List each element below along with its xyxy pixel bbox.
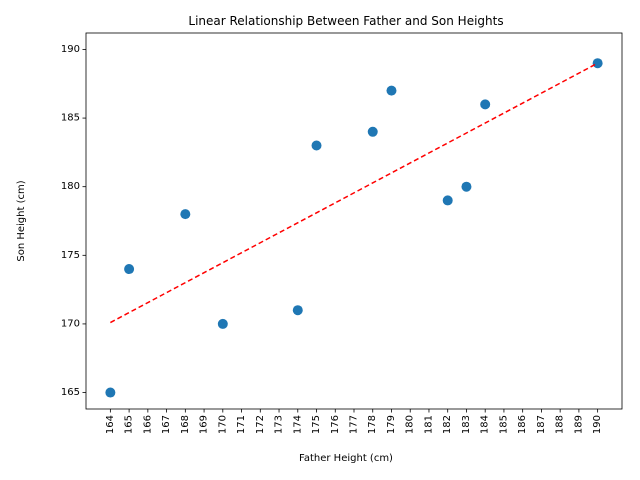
y-tick-label: 180 [61, 181, 80, 192]
x-tick-label: 190 [592, 415, 603, 434]
data-point [367, 126, 378, 137]
y-tick-label: 185 [61, 113, 80, 124]
x-tick-label: 174 [292, 415, 303, 434]
plot-area [105, 58, 603, 398]
data-point [105, 387, 116, 398]
x-tick-label: 187 [536, 415, 547, 434]
x-tick-label: 168 [180, 415, 191, 434]
x-tick-label: 170 [217, 415, 228, 434]
y-axis-label: Son Height (cm) [16, 180, 27, 261]
chart-title: Linear Relationship Between Father and S… [188, 14, 503, 28]
x-tick-label: 166 [142, 415, 153, 434]
data-point [180, 209, 191, 220]
x-tick-label: 177 [349, 415, 360, 434]
data-point [461, 181, 472, 192]
trend-line [110, 62, 598, 324]
y-tick-label: 175 [61, 250, 80, 261]
data-point [292, 305, 303, 316]
x-tick-label: 169 [199, 415, 210, 434]
x-axis: 164 165 166 167 168 169 170 171 172 173 174 175 176 1… [105, 409, 603, 434]
data-point [124, 264, 135, 275]
x-axis-label: Father Height (cm) [299, 453, 393, 464]
x-tick-label: 180 [405, 415, 416, 434]
x-tick-label: 182 [442, 415, 453, 434]
x-tick-label: 185 [498, 415, 509, 434]
x-tick-label: 175 [311, 415, 322, 434]
x-tick-label: 186 [517, 415, 528, 434]
x-tick-label: 188 [555, 415, 566, 434]
x-tick-label: 165 [124, 415, 135, 434]
x-tick-label: 184 [480, 415, 491, 434]
x-tick-label: 173 [274, 415, 285, 434]
data-point [217, 318, 228, 329]
y-tick-label: 190 [61, 44, 80, 55]
data-point [592, 58, 603, 69]
x-tick-label: 181 [423, 415, 434, 434]
x-tick-label: 164 [105, 415, 116, 434]
data-point [311, 140, 322, 151]
x-tick-label: 189 [573, 415, 584, 434]
x-tick-label: 176 [330, 415, 341, 434]
x-tick-label: 167 [161, 415, 172, 434]
data-point [442, 195, 453, 206]
x-tick-label: 178 [367, 415, 378, 434]
y-axis: 165 170 175 180 185 190 [61, 44, 86, 398]
x-tick-label: 171 [236, 415, 247, 434]
y-tick-label: 170 [61, 318, 80, 329]
data-point [386, 85, 397, 96]
x-tick-label: 179 [386, 415, 397, 434]
y-tick-label: 165 [61, 387, 80, 398]
x-tick-label: 172 [255, 415, 266, 434]
data-point [480, 99, 491, 110]
x-tick-label: 183 [461, 415, 472, 434]
